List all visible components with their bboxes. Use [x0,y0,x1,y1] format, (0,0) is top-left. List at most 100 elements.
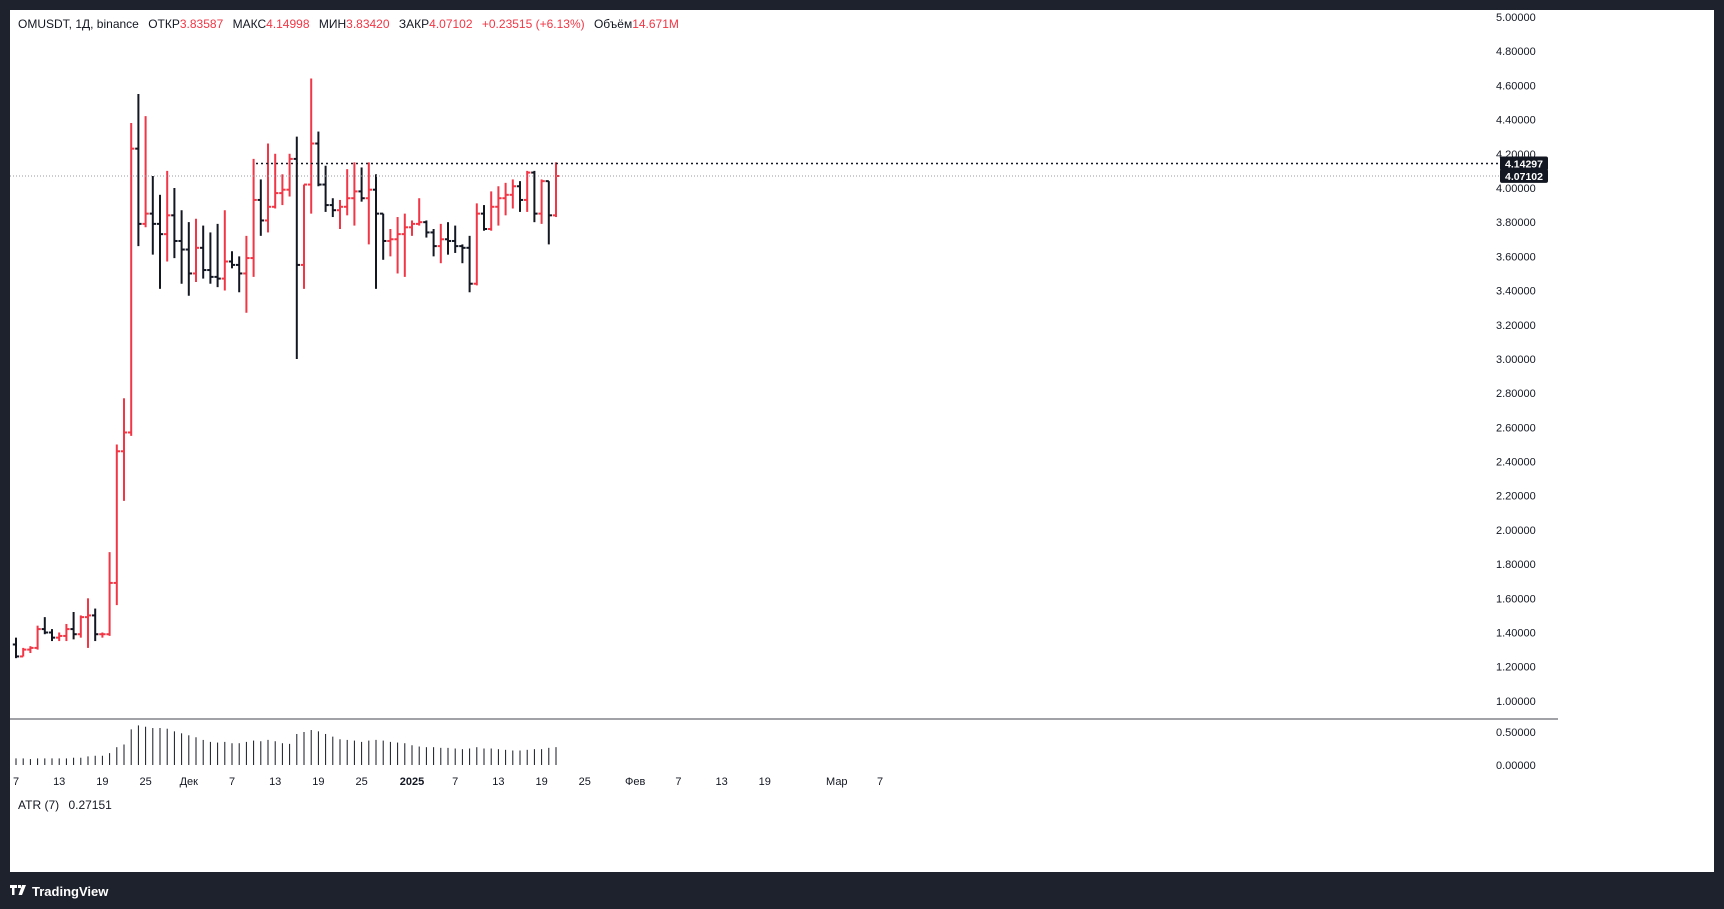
price-tick-label: 2.20000 [1496,491,1536,503]
ohlc-bar [495,186,502,226]
ohlc-bar [293,136,300,359]
ohlc-bar [149,176,156,255]
ohlc-bar [473,203,480,286]
atr-legend: ATR (7) 0.27151 [18,798,112,812]
ohlc-bar [156,194,164,289]
ohlc-bar [452,225,459,253]
ohlc-bar [538,179,545,224]
ohlc-chart[interactable]: 1.00000 1.20000 1.40000 1.60000 1.80000 2.000… [10,10,1714,872]
change-value: +0.23515 (+6.13%) [481,17,585,31]
ohlc-bar [315,131,322,187]
price-tick-label: 1.60000 [1496,593,1536,605]
price-tick-label: 4.40000 [1496,115,1536,127]
time-tick-label: 19 [312,776,324,788]
close-value: 4.07102 [429,17,473,31]
ohlc-bar [207,232,214,284]
ohlc-bar [387,229,394,257]
chart-area[interactable]: 1.00000 1.20000 1.40000 1.60000 1.80000 2.000… [10,10,1714,872]
price-tick-label: 2.80000 [1496,388,1536,400]
ohlc-bar [228,251,236,269]
time-tick-label: 19 [535,776,547,788]
ohlc-bar [502,182,509,216]
time-tick-label: 19 [96,776,108,788]
ohlc-bar [164,170,171,262]
ohlc-bar [200,225,207,279]
time-tick-label: Фев [625,776,645,788]
time-tick-label: 25 [139,776,151,788]
ohlc-bar [394,217,401,274]
price-tick-label: 2.00000 [1496,525,1536,537]
ohlc-bar [459,244,466,264]
ohlc-bar [20,647,27,658]
footer: TradingView [10,880,108,902]
ohlc-bar [272,153,279,209]
price-tick-label: 1.40000 [1496,628,1536,640]
time-tick-label: Дек [180,776,199,788]
ohlc-bar [516,181,524,212]
low-value: 3.83420 [346,17,390,31]
tradingview-logo-icon [10,885,26,895]
ohlc-bar [48,629,56,642]
ohlc-bar [372,174,380,289]
atr-value: 0.27151 [68,798,112,812]
brand-label[interactable]: TradingView [32,883,109,899]
svg-text:4.14297: 4.14297 [1505,159,1543,171]
time-tick-label: 13 [269,776,281,788]
price-tick-label: 4.80000 [1496,46,1536,58]
ohlc-bar [380,212,387,260]
ohlc-bar [236,256,243,293]
price-tick-label: 2.40000 [1496,457,1536,469]
volume-value: 14.671M [632,17,679,31]
ohlc-bar [99,632,106,638]
ohlc-bar [408,220,416,236]
last-price-tag: 4.07102 [1500,168,1548,183]
open-label: ОТКР [148,17,180,31]
price-tick-label: 4.60000 [1496,80,1536,92]
ohlc-bar [509,179,516,209]
ohlc-bar [401,213,408,277]
ohlc-bar [84,598,92,648]
ohlc-bar [56,632,63,642]
price-tick-label: 1.00000 [1496,696,1536,708]
ohlc-bar [70,611,77,640]
price-tick-label: 3.80000 [1496,217,1536,229]
ohlc-bar [214,223,221,288]
time-tick-label: 25 [579,776,591,788]
ohlc-bar [27,646,34,654]
ohlc-bar [344,169,351,216]
time-tick-label: 2025 [400,776,424,788]
ohlc-bar [221,210,228,291]
time-tick-label: 13 [53,776,65,788]
ohlc-bar [12,637,20,659]
ohlc-bar [480,205,488,231]
svg-text:4.07102: 4.07102 [1505,171,1543,183]
time-tick-label: 7 [877,776,883,788]
low-label: МИН [318,17,347,31]
ohlc-bar [106,552,113,636]
ohlc-bar [120,398,128,501]
price-tick-label: 4.00000 [1496,183,1536,195]
symbol-label: OMUSDT, 1Д, binance [18,17,139,31]
ohlc-bar [135,93,142,247]
price-tick-label: 5.00000 [1496,12,1536,24]
ohlc-bar [322,165,329,212]
ohlc-bar [351,162,358,226]
price-tick-label: 1.80000 [1496,559,1536,571]
ohlc-bar [300,183,308,289]
ohlc-bar [358,167,365,202]
ohlc-bar [437,223,444,264]
ohlc-bar [192,218,200,283]
ohlc-bar [34,625,41,650]
chart-legend: OMUSDT, 1Д, binance ОТКР3.83587 МАКС4.14… [18,17,679,31]
ohlc-bar [416,198,423,226]
ohlc-bar [329,198,336,218]
time-tick-label: 7 [452,776,458,788]
ohlc-bar [423,220,430,238]
time-tick-label: Мар [826,776,848,788]
ohlc-bar [365,162,372,245]
ohlc-bar [243,235,250,313]
high-label: МАКС [232,17,267,31]
price-tick-label: 2.60000 [1496,422,1536,434]
time-tick-label: 7 [13,776,19,788]
